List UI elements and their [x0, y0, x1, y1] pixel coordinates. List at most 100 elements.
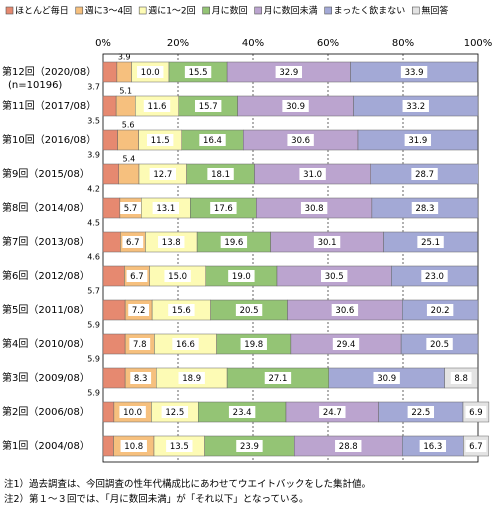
data-label: 30.9: [377, 374, 396, 384]
data-label-box: [335, 440, 362, 452]
data-label-box: [404, 134, 432, 146]
data-label-box: [417, 236, 444, 248]
data-label: 3.9: [87, 151, 100, 160]
data-label: 17.6: [214, 204, 233, 214]
bar-segment: [102, 367, 126, 389]
bar-segment: [115, 95, 136, 117]
data-label: 12.7: [153, 170, 172, 180]
data-label-box: [426, 304, 454, 316]
data-label: 3.7: [87, 83, 100, 92]
data-label: 30.6: [335, 306, 354, 316]
category-label: 第11回（2017/08）: [2, 99, 96, 112]
data-label: 7.2: [132, 306, 146, 316]
data-label-box: [137, 66, 164, 78]
data-label: 31.0: [303, 170, 322, 180]
data-label-box: [407, 406, 435, 418]
data-label-box: [240, 338, 267, 350]
legend-swatch: [75, 6, 84, 15]
bar-segment: [102, 435, 114, 457]
category-label: 第7回（2013/08）: [2, 235, 90, 248]
data-label: 15.6: [172, 306, 191, 316]
data-label: 19.8: [244, 340, 263, 350]
data-label-box: [421, 270, 448, 282]
data-label: 6.7: [126, 238, 140, 248]
legend-label: 月に数回未満: [264, 5, 318, 17]
data-label-box: [320, 270, 348, 282]
data-label: 11.6: [148, 102, 167, 112]
data-label-box: [130, 372, 152, 384]
data-label: 19.6: [224, 238, 243, 248]
data-label-box: [120, 440, 147, 452]
x-tick-label: 60%: [317, 38, 339, 49]
data-label: 6.9: [469, 408, 483, 418]
data-label: 7.8: [133, 340, 147, 350]
category-label: 第6回（2012/08）: [2, 269, 90, 282]
data-label-box: [166, 440, 193, 452]
data-label-box: [122, 236, 144, 248]
data-label: 5.4: [123, 155, 136, 164]
data-label: 24.7: [323, 408, 342, 418]
data-label: 30.9: [286, 102, 305, 112]
bar-segment: [102, 197, 121, 219]
data-label-box: [450, 372, 472, 384]
data-label: 23.0: [425, 272, 444, 282]
data-label: 5.7: [87, 287, 100, 296]
data-label: 4.2: [87, 185, 100, 194]
data-label: 3.5: [87, 117, 100, 126]
data-label-box: [120, 202, 141, 214]
data-label-box: [129, 338, 151, 350]
bar-segment: [102, 299, 126, 321]
data-label-box: [299, 168, 326, 180]
bar-segment: [118, 163, 140, 185]
category-label: 第9回（2015/08）: [2, 167, 90, 180]
data-label-box: [275, 66, 303, 78]
data-label-box: [419, 440, 447, 452]
legend-label: ほとんど毎日: [15, 5, 69, 17]
data-label-box: [373, 372, 400, 384]
data-label: 33.2: [406, 102, 425, 112]
data-label-box: [235, 304, 263, 316]
data-label: 19.0: [232, 272, 251, 282]
bar-segment: [102, 265, 125, 287]
data-label: 5.9: [87, 389, 100, 398]
bar-segment: [117, 129, 139, 151]
data-label: 8.8: [454, 374, 468, 384]
data-label-box: [282, 100, 309, 112]
data-label: 4.5: [87, 219, 100, 228]
data-label-box: [402, 100, 429, 112]
x-tick-label: 40%: [242, 38, 264, 49]
data-label-box: [220, 236, 248, 248]
category-label: 第4回（2010/08）: [2, 337, 90, 350]
data-label: 13.8: [162, 238, 181, 248]
data-label-box: [228, 406, 256, 418]
data-label: 23.9: [240, 442, 259, 452]
category-label: 第8回（2014/08）: [2, 201, 90, 214]
data-label-box: [161, 406, 189, 418]
data-label: 29.4: [337, 340, 356, 350]
data-label: 28.8: [339, 442, 358, 452]
data-label-box: [465, 406, 487, 418]
data-label: 20.5: [430, 340, 449, 350]
legend-swatch: [138, 6, 147, 15]
x-tick-label: 100%: [464, 38, 493, 49]
legend-label: 月に数回: [212, 5, 248, 17]
legend-swatch: [324, 6, 332, 15]
bar-segment: [102, 333, 126, 355]
category-label: 第3回（2009/08）: [2, 371, 90, 384]
data-label: 15.5: [189, 68, 208, 78]
data-label: 5.7: [124, 204, 138, 214]
legend-swatch: [412, 6, 420, 15]
category-label: 第1回（2004/08）: [2, 439, 90, 452]
legend-label: まったく飲まない: [334, 5, 406, 17]
x-tick-label: 0%: [95, 38, 111, 49]
data-label-box: [465, 440, 487, 452]
data-label: 5.6: [122, 121, 135, 130]
data-label-box: [158, 236, 185, 248]
bar-segment: [102, 163, 119, 185]
data-label-box: [149, 168, 177, 180]
data-label-box: [400, 66, 428, 78]
data-label: 23.4: [233, 408, 252, 418]
data-label: 15.7: [199, 102, 218, 112]
data-label-box: [143, 100, 171, 112]
